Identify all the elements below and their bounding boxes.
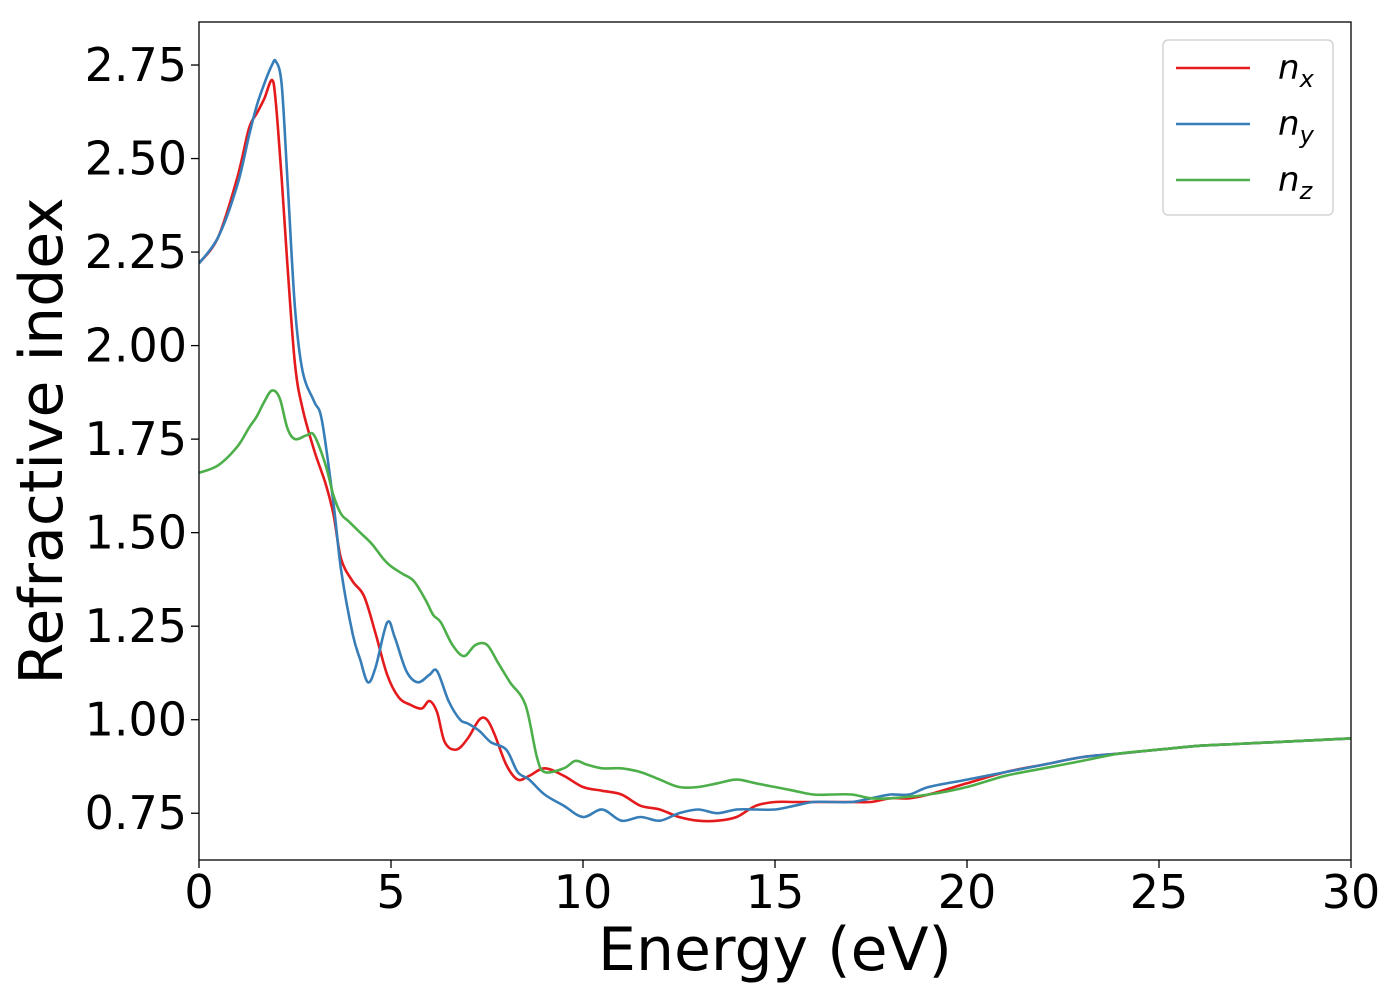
x-tick-label: 15 <box>746 865 805 919</box>
series-lines <box>199 58 1351 823</box>
x-tick-label: 30 <box>1322 865 1381 919</box>
y-axis-title: Refractive index <box>7 197 77 684</box>
y-tick-label: 1.50 <box>85 506 187 560</box>
y-tick-label: 2.00 <box>85 319 187 373</box>
y-tick-label: 0.75 <box>85 786 187 840</box>
x-tick-label: 25 <box>1130 865 1189 919</box>
y-tick-label: 2.75 <box>85 38 187 92</box>
series-line-n-z <box>199 389 1351 801</box>
y-tick-label: 2.25 <box>85 225 187 279</box>
axis-ticks: 0 5 10 15 20 25 30 0.75 1.00 1.25 1.50 1.75 2.00 2.25… <box>85 38 1381 919</box>
legend-box <box>1162 39 1334 216</box>
x-tick-label: 20 <box>938 865 997 919</box>
series-line-n-y <box>199 58 1351 823</box>
x-tick-label: 5 <box>376 865 405 919</box>
y-tick-label: 1.75 <box>85 412 187 466</box>
y-tick-label: 1.00 <box>85 693 187 747</box>
x-tick-label: 0 <box>184 865 213 919</box>
x-tick-label: 10 <box>554 865 613 919</box>
legend-label-y: ny <box>1278 104 1315 149</box>
y-tick-label: 2.50 <box>85 132 187 186</box>
y-tick-label: 1.25 <box>85 599 187 653</box>
x-axis-title: Energy (eV) <box>598 915 952 985</box>
